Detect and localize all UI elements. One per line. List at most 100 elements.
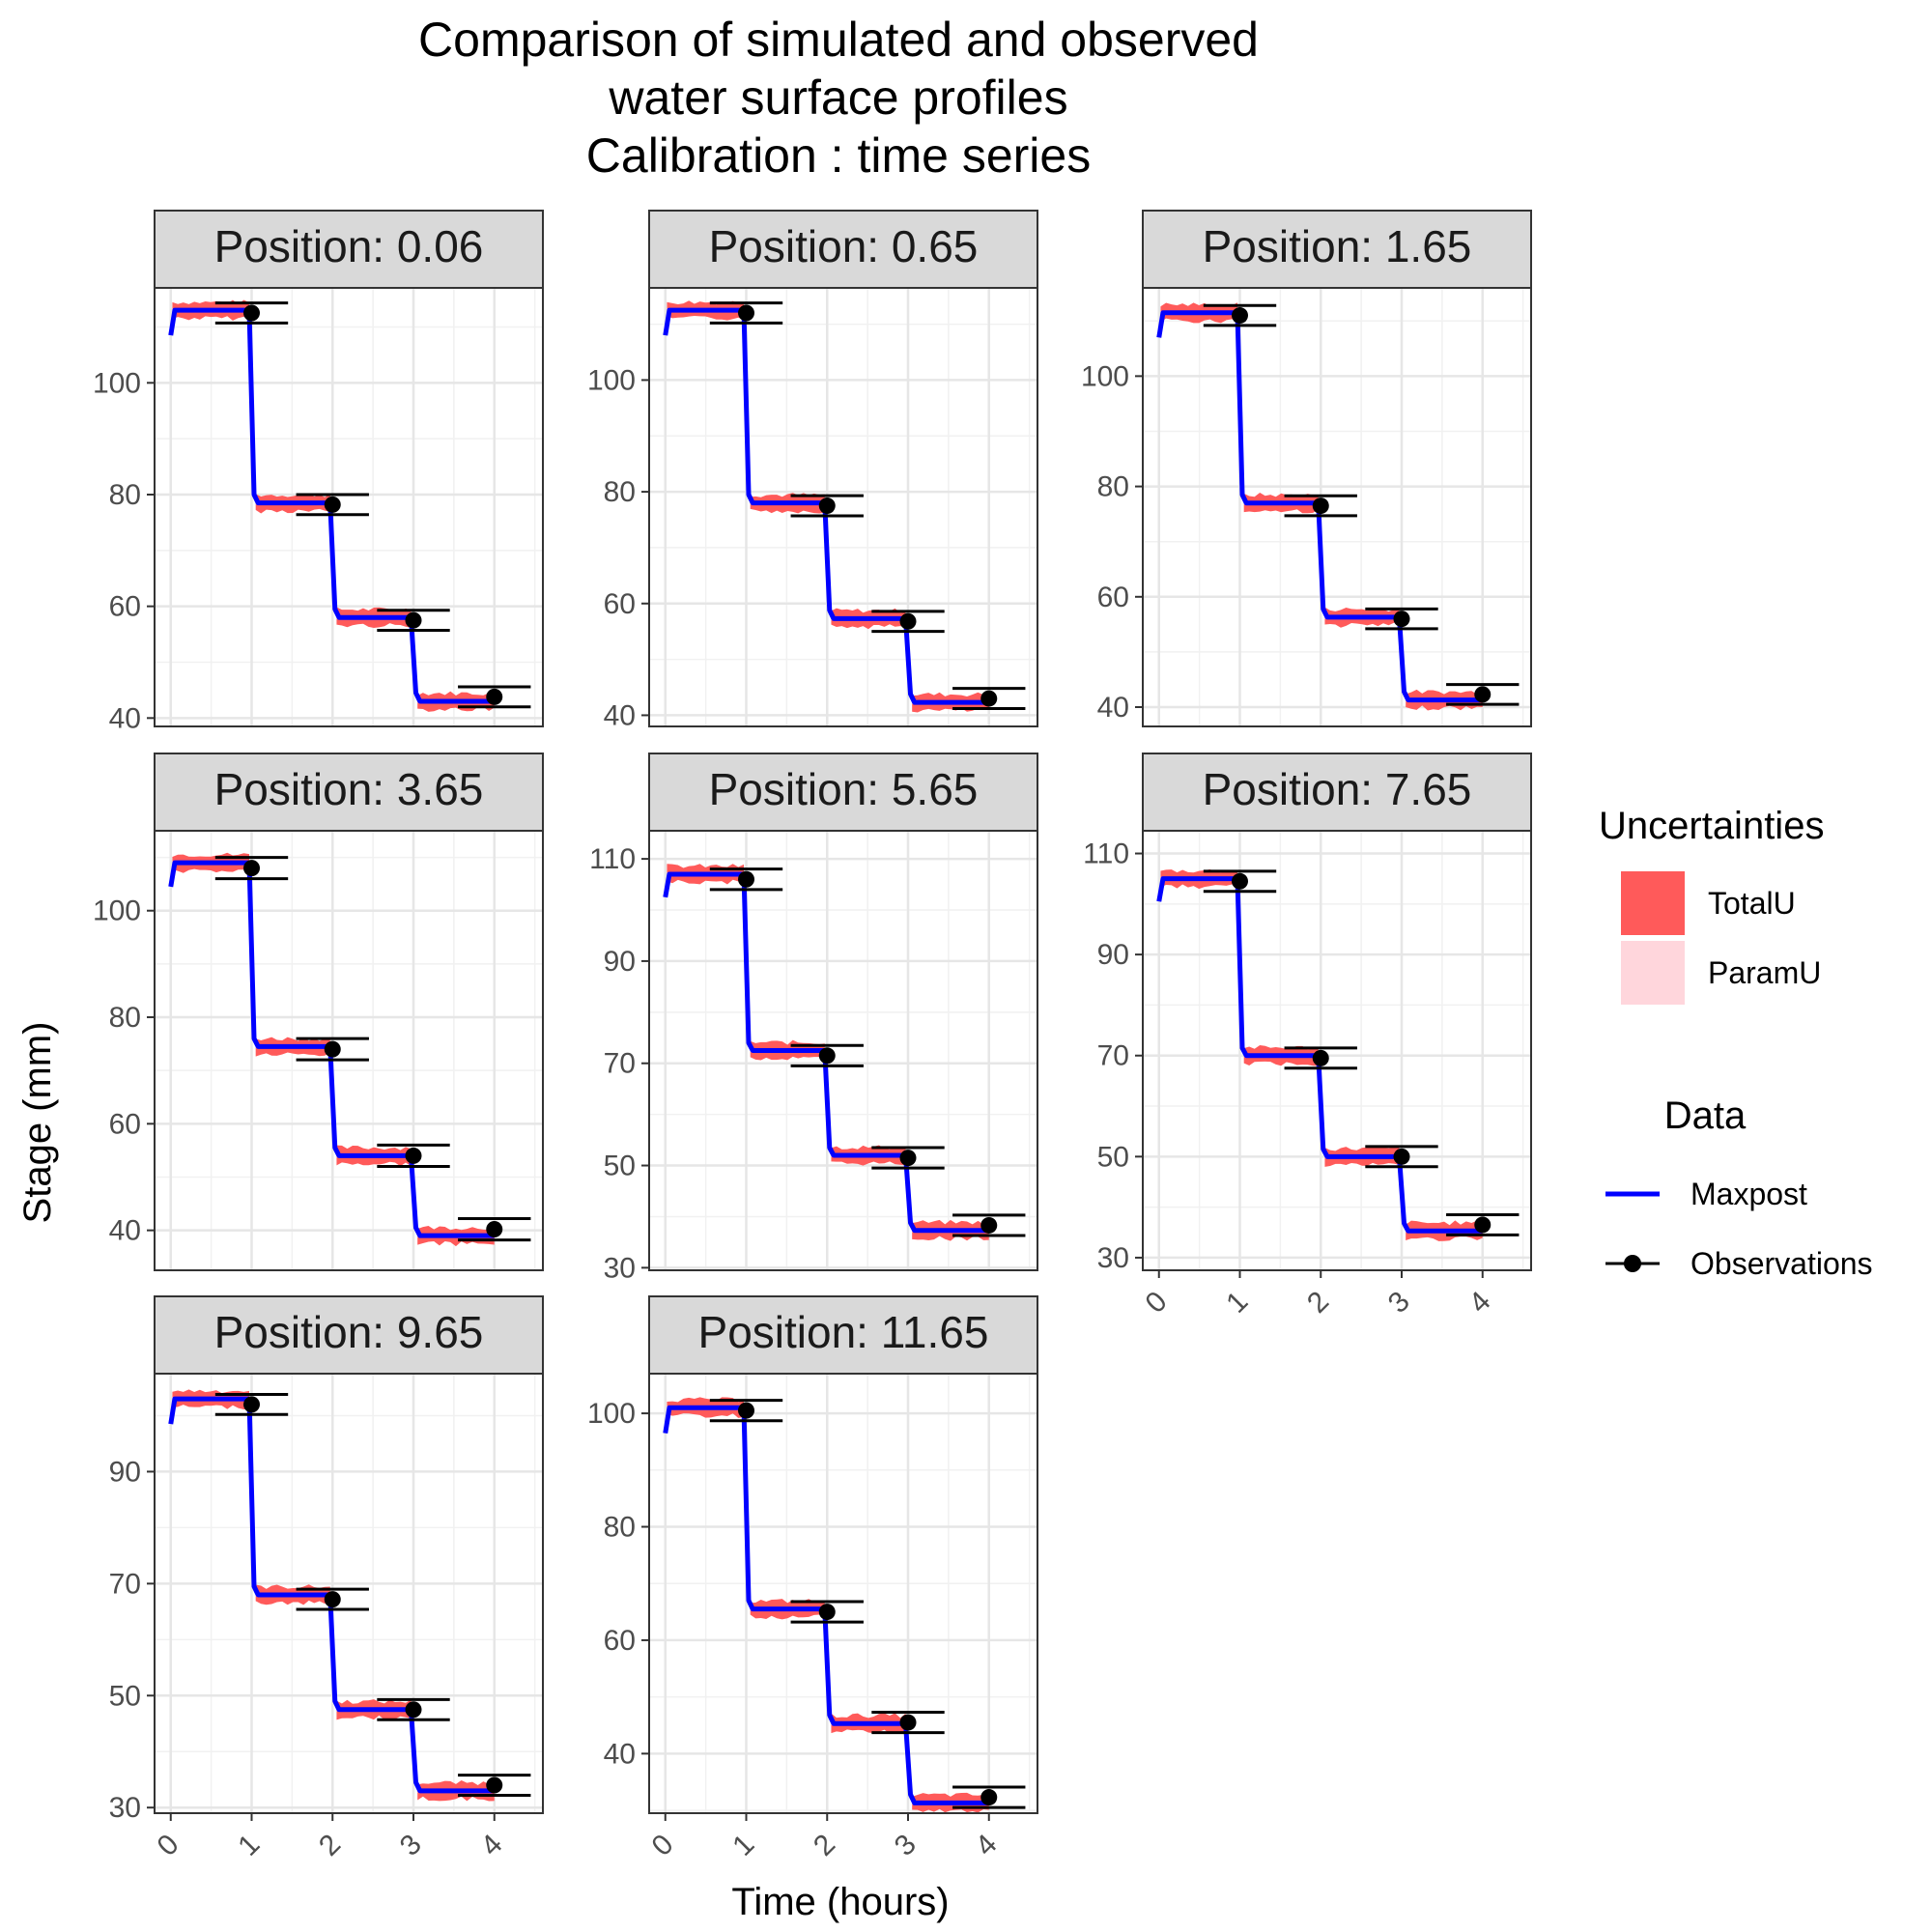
panel-background [649, 1374, 1037, 1813]
y-tick-label: 60 [109, 591, 141, 623]
observation-point [738, 304, 754, 322]
panel-strip-label: Position: 3.65 [214, 764, 484, 814]
x-tick-label: 2 [313, 1829, 347, 1862]
panel-4: Position: 3.65 40 60 80 100 [93, 753, 544, 1271]
observation-point [405, 1701, 422, 1719]
y-tick-label: 110 [1083, 838, 1129, 870]
y-tick-label: 70 [109, 1568, 141, 1600]
y-tick-label: 40 [1097, 692, 1129, 724]
panel-plot-area [155, 288, 543, 726]
observation-point [405, 611, 422, 629]
legend-key-observations-point [1624, 1255, 1641, 1272]
panel-strip [648, 1295, 1038, 1375]
panel-plot-area [1143, 831, 1531, 1270]
panel-strip [154, 1295, 544, 1375]
y-tick-label: 40 [109, 702, 141, 734]
observation-point [899, 1714, 917, 1731]
legend-title-data: Data [1664, 1094, 1747, 1137]
maxpost-line [663, 307, 989, 705]
y-tick-label: 50 [109, 1680, 141, 1712]
observation-point [1312, 497, 1329, 515]
observation-point [818, 497, 836, 515]
maxpost-line [168, 860, 495, 1238]
panel-3: Position: 1.65 40 60 80 100 [1081, 210, 1532, 727]
y-tick-label: 100 [587, 364, 636, 396]
panel-strip [154, 210, 544, 289]
panel-border [154, 287, 544, 727]
y-tick-label: 60 [1097, 582, 1129, 613]
panel-background [649, 288, 1037, 726]
x-axis-title: Time (hours) [731, 1881, 949, 1923]
panel-strip [648, 210, 1038, 289]
observation-point [1474, 686, 1492, 703]
observation-point [899, 612, 917, 630]
panel-strip [1142, 210, 1532, 289]
panel-border [154, 830, 544, 1271]
observation-point [405, 1147, 422, 1164]
panel-strip-label: Position: 0.65 [709, 221, 979, 271]
x-tick-label: 2 [1301, 1286, 1335, 1320]
title-line-2: water surface profiles [608, 71, 1067, 125]
y-tick-label: 40 [604, 699, 636, 731]
x-tick-label: 1 [726, 1829, 760, 1862]
panel-strip-label: Position: 11.65 [698, 1307, 989, 1357]
y-tick-label: 40 [109, 1215, 141, 1247]
panel-6: Position: 7.65 30 50 70 90 110 0 1 2 3 4 [1083, 753, 1532, 1320]
y-tick-label: 30 [604, 1252, 636, 1284]
observation-point [1232, 872, 1248, 890]
panel-background [155, 288, 543, 726]
observation-point [243, 1396, 260, 1413]
observation-point [1393, 611, 1410, 628]
panel-plot-area [649, 831, 1037, 1270]
x-tick-label: 4 [474, 1829, 508, 1862]
y-tick-label: 100 [93, 895, 141, 927]
y-tick-label: 80 [604, 1512, 636, 1544]
observation-point [980, 690, 998, 707]
y-tick-label: 40 [604, 1738, 636, 1770]
panel-8: Position: 11.65 40 60 80 100 0 1 2 3 4 [587, 1295, 1038, 1862]
title-line-1: Comparison of simulated and observed [418, 13, 1259, 67]
observation-point [324, 1040, 341, 1058]
y-tick-label: 50 [1097, 1141, 1129, 1173]
y-tick-label: 70 [604, 1048, 636, 1080]
panel-border [154, 1373, 544, 1814]
x-tick-label: 3 [1382, 1286, 1416, 1320]
y-tick-label: 90 [604, 946, 636, 978]
y-tick-label: 80 [604, 476, 636, 508]
panel-plot-area [155, 1374, 543, 1813]
panel-5: Position: 5.65 30 50 70 90 110 [589, 753, 1038, 1284]
panel-border [648, 830, 1038, 1271]
x-tick-label: 1 [1220, 1286, 1254, 1320]
legend-label-paramu: ParamU [1708, 955, 1821, 990]
x-tick-label: 2 [808, 1829, 841, 1862]
panel-plot-area [649, 288, 1037, 726]
y-tick-label: 100 [1081, 360, 1129, 392]
y-tick-label: 50 [604, 1151, 636, 1182]
maxpost-line [663, 871, 989, 1234]
observation-point [899, 1150, 917, 1167]
observation-point [486, 1221, 503, 1238]
y-tick-label: 80 [1097, 471, 1129, 503]
maxpost-line [168, 307, 495, 704]
x-tick-label: 4 [1463, 1286, 1496, 1320]
observation-point [243, 860, 260, 877]
legend: Uncertainties TotalU ParamU Data Maxpost… [1599, 805, 1873, 1281]
observation-point [486, 688, 503, 705]
panel-7: Position: 9.65 30 50 70 90 0 1 2 3 4 [109, 1295, 544, 1862]
observation-point [818, 1047, 836, 1065]
panel-1: Position: 0.06 40 60 80 100 [93, 210, 544, 734]
y-tick-label: 100 [587, 1398, 636, 1430]
panel-background [155, 1374, 543, 1813]
panel-background [649, 831, 1037, 1270]
panel-background [1143, 288, 1531, 726]
observation-point [243, 304, 260, 322]
y-tick-label: 30 [1097, 1242, 1129, 1274]
observation-point [1393, 1148, 1410, 1165]
maxpost-line [168, 1396, 495, 1794]
observation-point [324, 496, 341, 513]
panel-border [1142, 287, 1532, 727]
legend-key-paramu [1621, 941, 1685, 1005]
panel-plot-area [649, 1374, 1037, 1813]
observation-point [738, 1402, 754, 1419]
